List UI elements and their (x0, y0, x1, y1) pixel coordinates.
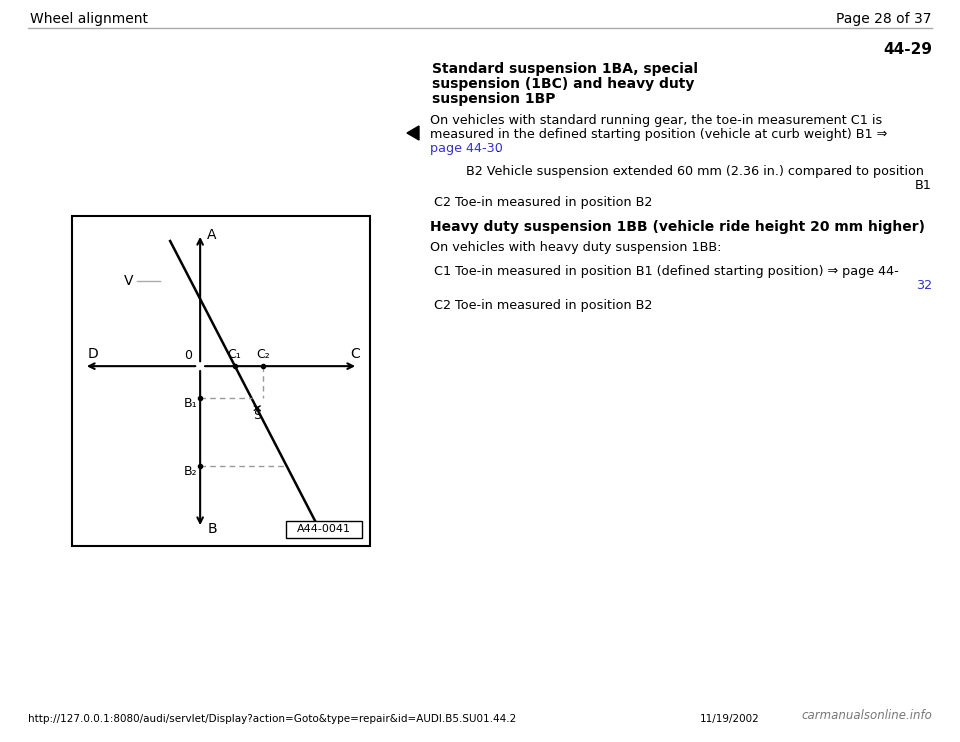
Text: 32: 32 (916, 279, 932, 292)
Text: B₂: B₂ (183, 465, 197, 478)
Bar (72, 216, 370, 546)
Text: 11/19/2002: 11/19/2002 (700, 714, 759, 724)
Text: suspension 1BP: suspension 1BP (432, 92, 556, 106)
Text: measured in the defined starting position (vehicle at curb weight) B1 ⇒: measured in the defined starting positio… (430, 128, 887, 141)
Text: V: V (124, 274, 133, 288)
Text: Standard suspension 1BA, special: Standard suspension 1BA, special (432, 62, 698, 76)
Text: Wheel alignment: Wheel alignment (30, 12, 148, 26)
Text: C2 Toe-in measured in position B2: C2 Toe-in measured in position B2 (430, 299, 653, 312)
Text: C₂: C₂ (256, 348, 270, 361)
Text: C₁: C₁ (228, 348, 241, 361)
Text: 44-29: 44-29 (883, 42, 932, 57)
Text: Page 28 of 37: Page 28 of 37 (836, 12, 932, 26)
Text: suspension (1BC) and heavy duty: suspension (1BC) and heavy duty (432, 77, 694, 91)
Text: On vehicles with heavy duty suspension 1BB:: On vehicles with heavy duty suspension 1… (430, 241, 722, 254)
Text: On vehicles with standard running gear, the toe-in measurement C1 is: On vehicles with standard running gear, … (430, 114, 882, 127)
Text: C1 Toe-in measured in position B1 (defined starting position) ⇒ page 44-: C1 Toe-in measured in position B1 (defin… (430, 265, 899, 278)
Text: .: . (492, 142, 500, 155)
Text: carmanualsonline.info: carmanualsonline.info (802, 709, 932, 722)
Text: page 44-30: page 44-30 (430, 142, 503, 155)
Text: Heavy duty suspension 1BB (vehicle ride height 20 mm higher): Heavy duty suspension 1BB (vehicle ride … (430, 220, 925, 234)
Text: B1: B1 (915, 179, 932, 192)
Bar (286, 521, 362, 538)
Text: B: B (207, 522, 217, 536)
Polygon shape (407, 126, 419, 140)
Text: A: A (207, 228, 217, 242)
Text: C: C (350, 347, 360, 361)
Text: 0: 0 (184, 349, 192, 362)
Text: C2 Toe-in measured in position B2: C2 Toe-in measured in position B2 (430, 196, 653, 209)
Text: http://127.0.0.1:8080/audi/servlet/Display?action=Goto&type=repair&id=AUDI.B5.SU: http://127.0.0.1:8080/audi/servlet/Displ… (28, 714, 516, 724)
Text: A44-0041: A44-0041 (297, 525, 351, 534)
Text: D: D (88, 347, 99, 361)
Text: S: S (253, 409, 261, 422)
Text: B2 Vehicle suspension extended 60 mm (2.36 in.) compared to position: B2 Vehicle suspension extended 60 mm (2.… (450, 165, 924, 178)
Text: B₁: B₁ (183, 397, 197, 410)
